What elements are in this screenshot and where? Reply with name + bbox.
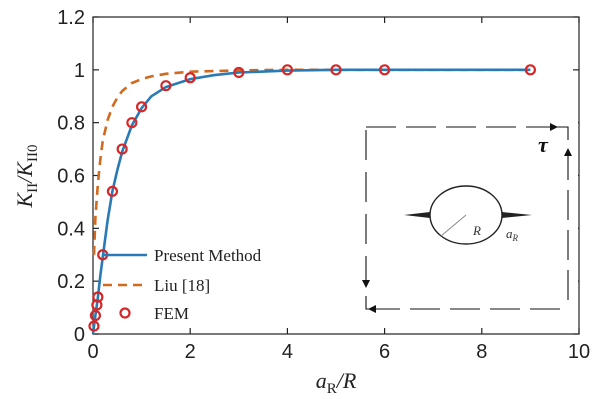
- x-axis-title: aR/R: [316, 368, 357, 397]
- inset-label-crack: aR: [506, 226, 519, 243]
- x-axis-title-main: a: [316, 368, 327, 393]
- fem-marker: [126, 117, 138, 129]
- y-tick-label: 0.2: [57, 271, 85, 293]
- series-markers-fem: [88, 64, 537, 332]
- fem-marker: [524, 64, 537, 76]
- legend-label-present-method: Present Method: [154, 246, 262, 265]
- x-tick-label: 8: [476, 341, 487, 363]
- x-tick-label: 4: [282, 341, 293, 363]
- fem-marker: [106, 185, 119, 197]
- inset-crack-left: [404, 212, 430, 218]
- y-tick-label: 0.8: [57, 113, 85, 135]
- y-axis-title-slash: /: [12, 175, 37, 185]
- x-tick-label: 6: [379, 341, 390, 363]
- fem-marker: [184, 72, 196, 84]
- inset-label-crack-sub: R: [512, 233, 519, 243]
- x-axis-title-tail: /R: [335, 368, 357, 393]
- legend-label-fem: FEM: [154, 304, 189, 323]
- y-axis-title-num-main: K: [12, 192, 37, 209]
- inset-label-tau: τ: [538, 132, 549, 157]
- fem-marker: [92, 291, 104, 303]
- fem-marker: [136, 101, 148, 113]
- inset-crack-right: [502, 212, 532, 218]
- x-axis-title-sub: R: [327, 381, 337, 397]
- x-tick-label: 0: [87, 341, 98, 363]
- y-axis-title-den-main: K: [12, 161, 37, 178]
- inset-corner-top-right: [556, 126, 569, 140]
- legend-label-liu: Liu [18]: [154, 276, 210, 295]
- y-tick-label: 0.4: [57, 218, 85, 240]
- y-tick-label: 1.2: [57, 7, 85, 29]
- x-axis-ticks: 0 2 4 6 8 10: [87, 17, 590, 363]
- fem-marker: [379, 64, 391, 76]
- x-tick-label: 10: [568, 341, 590, 363]
- y-tick-label: 0: [74, 324, 85, 346]
- fem-marker: [281, 64, 293, 76]
- fem-marker: [89, 309, 102, 322]
- legend-marker-fem: [119, 307, 131, 319]
- inset-schematic: R aR τ: [352, 118, 578, 312]
- fem-marker: [330, 64, 342, 76]
- fem-marker: [233, 66, 245, 79]
- fem-marker: [116, 143, 128, 155]
- y-axis-ticks: 0 0.2 0.4 0.6 0.8 1 1.2: [57, 7, 579, 346]
- series-line-present-method: [91, 68, 531, 335]
- x-tick-label: 2: [185, 341, 196, 363]
- inset-radius-line: [440, 214, 467, 237]
- y-axis-title: KII/KII0: [12, 145, 41, 209]
- fem-marker: [160, 80, 172, 92]
- inset-corner-bottom-left: [365, 296, 370, 310]
- y-axis-title-den-sub: II0: [25, 145, 41, 163]
- y-tick-label: 1: [74, 60, 85, 82]
- legend: Present Method Liu [18] FEM: [103, 246, 262, 323]
- fem-marker: [88, 320, 100, 332]
- inset-label-crack-main: a: [506, 226, 513, 241]
- y-tick-label: 0.6: [57, 166, 85, 188]
- inset-label-radius: R: [472, 223, 481, 238]
- y-axis-title-num-sub: II: [25, 183, 41, 193]
